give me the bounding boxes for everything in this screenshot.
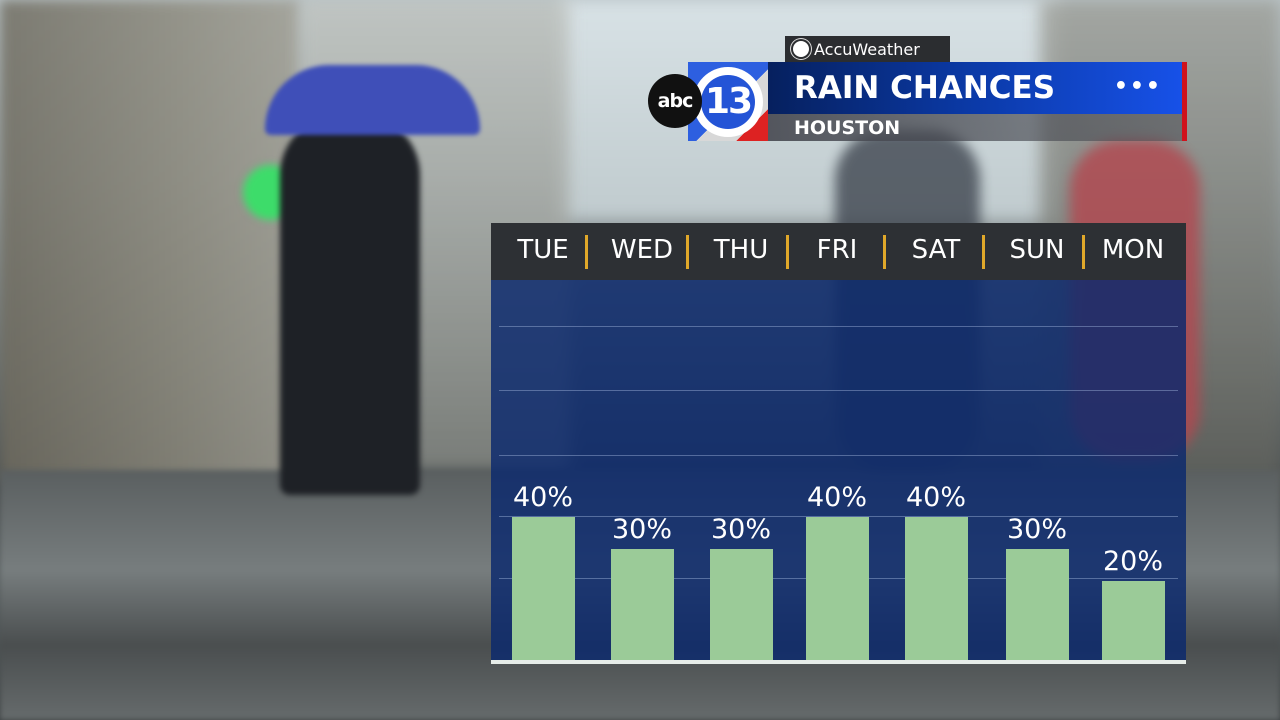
day-separator xyxy=(982,235,985,269)
day-separator xyxy=(686,235,689,269)
bar-wed xyxy=(611,549,674,661)
bar-mon xyxy=(1102,581,1165,661)
gridline xyxy=(499,455,1178,456)
day-separator xyxy=(883,235,886,269)
day-separator xyxy=(786,235,789,269)
title-bar: RAIN CHANCES ••• xyxy=(768,62,1182,114)
accuweather-badge: AccuWeather xyxy=(785,36,950,62)
more-dots-icon: ••• xyxy=(1113,74,1162,99)
chart-plot-area: 40% 30% 30% 40% 40% 30% 20% xyxy=(491,280,1186,661)
background-building-left xyxy=(0,0,300,480)
gridline xyxy=(499,516,1178,517)
data-label: 40% xyxy=(512,482,573,513)
day-separator xyxy=(585,235,588,269)
background-umbrella xyxy=(265,65,480,135)
gridline xyxy=(499,390,1178,391)
sponsor-label: AccuWeather xyxy=(814,39,920,59)
day-label-fri: FRI xyxy=(816,235,858,265)
location-label: HOUSTON xyxy=(794,117,901,139)
bar-thu xyxy=(710,549,773,661)
page-title: RAIN CHANCES xyxy=(794,70,1056,106)
sun-icon xyxy=(793,41,809,57)
bar-sun xyxy=(1006,549,1069,661)
day-label-sat: SAT xyxy=(911,235,961,265)
chart-baseline xyxy=(491,660,1186,664)
day-label-wed: WED xyxy=(610,235,674,265)
data-label: 30% xyxy=(611,514,672,545)
abc-logo: abc xyxy=(648,74,702,128)
background-person-walking xyxy=(280,115,420,495)
bar-sat xyxy=(905,517,968,661)
data-label: 40% xyxy=(806,482,867,513)
data-label: 20% xyxy=(1102,546,1163,577)
day-separator xyxy=(1082,235,1085,269)
day-label-mon: MON xyxy=(1101,235,1165,265)
day-header: TUE WED THU FRI SAT SUN MON xyxy=(491,223,1186,280)
data-label: 40% xyxy=(905,482,966,513)
data-label: 30% xyxy=(710,514,771,545)
accent-bar xyxy=(1182,62,1187,141)
bar-fri xyxy=(806,517,869,661)
day-label-sun: SUN xyxy=(1009,235,1065,265)
day-label-tue: TUE xyxy=(517,235,569,265)
subtitle-bar: HOUSTON xyxy=(768,114,1182,141)
data-label: 30% xyxy=(1006,514,1067,545)
day-label-thu: THU xyxy=(713,235,769,265)
bar-tue xyxy=(512,517,575,661)
gridline xyxy=(499,326,1178,327)
